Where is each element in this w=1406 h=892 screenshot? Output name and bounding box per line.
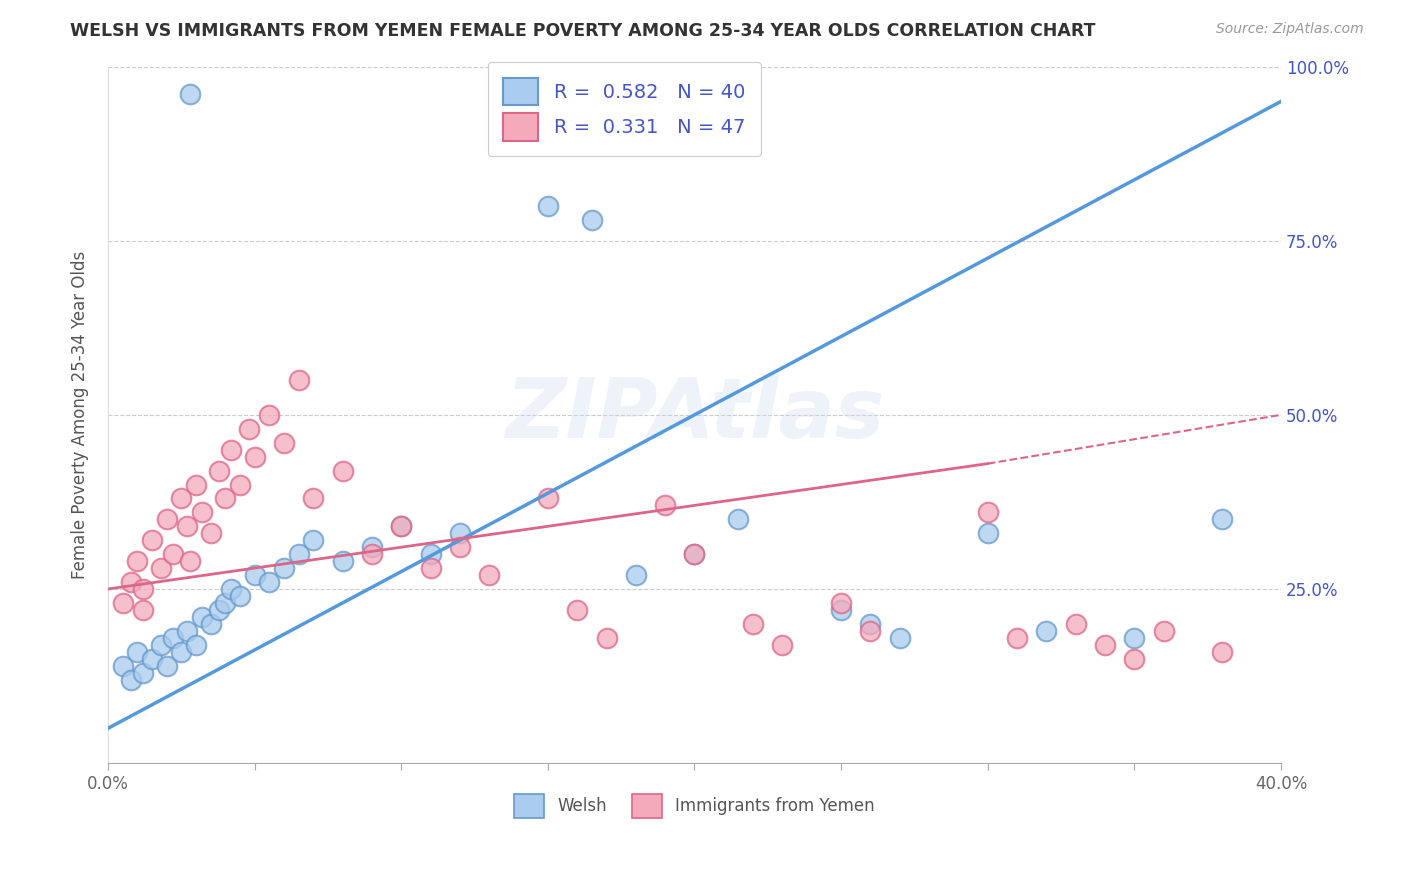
Point (229, 477, 252, 491)
Point (170, 645, 193, 659)
Point (1211, 512, 1233, 526)
Point (727, 512, 749, 526)
Text: Source: ZipAtlas.com: Source: ZipAtlas.com (1216, 22, 1364, 37)
Point (229, 589, 252, 603)
Point (208, 464, 231, 478)
Point (389, 519, 412, 533)
Point (176, 519, 198, 533)
Point (120, 673, 142, 687)
Point (259, 408, 281, 422)
Point (302, 533, 325, 548)
Point (127, 554, 149, 568)
Point (208, 603, 231, 617)
Legend: Welsh, Immigrants from Yemen: Welsh, Immigrants from Yemen (508, 788, 882, 824)
Point (859, 616, 882, 631)
Point (259, 575, 281, 590)
Point (179, 87, 201, 102)
Point (219, 582, 242, 596)
Point (1094, 638, 1116, 652)
Point (830, 596, 852, 610)
Point (830, 603, 852, 617)
Point (361, 540, 384, 554)
Text: ZIPAtlas: ZIPAtlas (505, 375, 884, 455)
Point (162, 631, 184, 645)
Point (200, 616, 222, 631)
Point (132, 603, 155, 617)
Point (191, 610, 214, 624)
Point (156, 658, 179, 673)
Point (111, 658, 134, 673)
Point (889, 631, 911, 645)
Point (567, 603, 589, 617)
Point (191, 505, 214, 519)
Point (200, 526, 222, 541)
Point (1005, 631, 1028, 645)
Point (859, 624, 882, 638)
Point (184, 638, 207, 652)
Point (1123, 651, 1146, 665)
Point (419, 561, 441, 575)
Y-axis label: Female Poverty Among 25-34 Year Olds: Female Poverty Among 25-34 Year Olds (72, 251, 89, 579)
Point (1064, 616, 1087, 631)
Point (176, 624, 198, 638)
Point (537, 491, 560, 506)
Point (772, 638, 794, 652)
Point (170, 491, 193, 506)
Point (361, 547, 384, 561)
Point (156, 512, 179, 526)
Point (141, 651, 163, 665)
Point (624, 568, 647, 582)
Point (419, 547, 441, 561)
Point (179, 554, 201, 568)
Point (287, 547, 309, 561)
Point (184, 477, 207, 491)
Point (977, 526, 1000, 541)
Point (120, 575, 142, 590)
Point (449, 526, 471, 541)
Point (214, 491, 236, 506)
Point (273, 435, 295, 450)
Point (111, 596, 134, 610)
Point (1123, 631, 1146, 645)
Point (287, 373, 309, 387)
Point (449, 540, 471, 554)
Text: WELSH VS IMMIGRANTS FROM YEMEN FEMALE POVERTY AMONG 25-34 YEAR OLDS CORRELATION : WELSH VS IMMIGRANTS FROM YEMEN FEMALE PO… (70, 22, 1095, 40)
Point (332, 554, 354, 568)
Point (683, 547, 706, 561)
Point (127, 645, 149, 659)
Point (332, 464, 354, 478)
Point (595, 631, 617, 645)
Point (141, 533, 163, 548)
Point (149, 638, 172, 652)
Point (1211, 645, 1233, 659)
Point (149, 561, 172, 575)
Point (273, 561, 295, 575)
Point (683, 547, 706, 561)
Point (537, 199, 560, 213)
Point (581, 212, 603, 227)
Point (219, 442, 242, 457)
Point (302, 491, 325, 506)
Point (977, 505, 1000, 519)
Point (162, 547, 184, 561)
Point (654, 499, 676, 513)
Point (238, 422, 260, 436)
Point (1153, 624, 1175, 638)
Point (243, 450, 266, 464)
Point (478, 568, 501, 582)
Point (132, 665, 155, 680)
Point (132, 582, 155, 596)
Point (243, 568, 266, 582)
Point (742, 616, 765, 631)
Point (389, 519, 412, 533)
Point (1035, 624, 1057, 638)
Point (214, 596, 236, 610)
